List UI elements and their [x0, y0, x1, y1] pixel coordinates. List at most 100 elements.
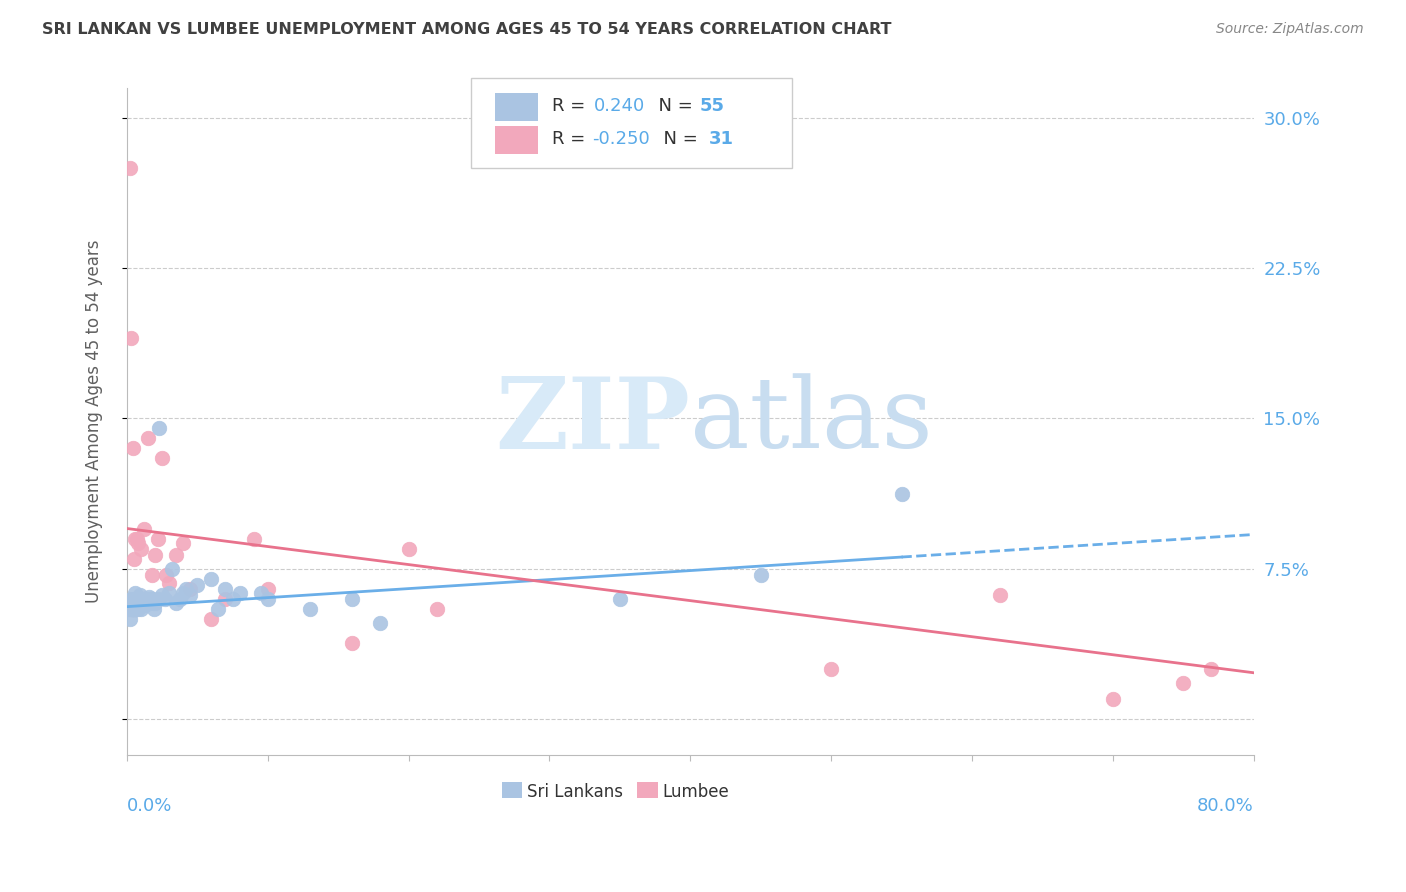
Point — [124, 601, 146, 615]
Point — [129, 596, 152, 610]
Point — [142, 601, 165, 615]
Point — [124, 532, 146, 546]
Point — [122, 601, 145, 615]
Point — [125, 599, 148, 614]
Point — [214, 591, 236, 606]
Point — [169, 591, 191, 606]
Point — [121, 442, 143, 456]
Point — [121, 596, 143, 610]
Point — [256, 582, 278, 596]
Point — [370, 615, 392, 630]
Point — [120, 591, 142, 606]
Point — [1201, 662, 1223, 676]
Text: -0.250: -0.250 — [592, 130, 650, 148]
Point — [157, 575, 180, 590]
Point — [132, 596, 155, 610]
Point — [1173, 675, 1195, 690]
Point — [134, 598, 156, 612]
Point — [127, 601, 149, 615]
Text: 0.240: 0.240 — [593, 96, 645, 115]
Point — [139, 596, 162, 610]
Y-axis label: Unemployment Among Ages 45 to 54 years: Unemployment Among Ages 45 to 54 years — [86, 240, 103, 603]
Point — [249, 585, 271, 599]
Point — [426, 601, 449, 615]
Point — [172, 535, 194, 549]
FancyBboxPatch shape — [495, 127, 538, 154]
Point — [129, 541, 152, 556]
Point — [138, 590, 160, 604]
Point — [136, 591, 159, 606]
Point — [749, 567, 772, 582]
Point — [242, 532, 264, 546]
Point — [174, 582, 197, 596]
Point — [342, 636, 364, 650]
Point — [128, 598, 150, 612]
Point — [143, 596, 166, 610]
FancyBboxPatch shape — [495, 93, 538, 121]
Point — [122, 598, 145, 612]
Point — [122, 551, 145, 566]
Point — [988, 588, 1011, 602]
Point — [141, 567, 163, 582]
Point — [117, 601, 139, 615]
Point — [228, 585, 250, 599]
Point — [186, 577, 208, 591]
Point — [820, 662, 842, 676]
Point — [342, 591, 364, 606]
Point — [179, 582, 201, 596]
Point — [890, 487, 912, 501]
Point — [120, 331, 142, 345]
Point — [200, 612, 222, 626]
Point — [121, 601, 143, 615]
Point — [207, 601, 229, 615]
Text: Sri Lankans: Sri Lankans — [527, 782, 623, 801]
Text: 80.0%: 80.0% — [1197, 797, 1254, 814]
Point — [136, 431, 159, 445]
Point — [124, 585, 146, 599]
Point — [179, 588, 201, 602]
Point — [150, 588, 173, 602]
Point — [155, 567, 177, 582]
Point — [165, 596, 187, 610]
FancyBboxPatch shape — [471, 78, 792, 168]
Point — [134, 591, 156, 606]
Text: N =: N = — [647, 96, 697, 115]
Point — [125, 596, 148, 610]
Point — [214, 582, 236, 596]
Point — [143, 548, 166, 562]
Point — [153, 591, 176, 606]
Point — [141, 591, 163, 606]
Text: R =: R = — [551, 96, 592, 115]
Text: atlas: atlas — [690, 374, 934, 469]
Point — [150, 451, 173, 466]
Point — [146, 532, 169, 546]
Point — [125, 532, 148, 546]
Point — [160, 561, 183, 575]
Point — [118, 612, 141, 626]
Text: SRI LANKAN VS LUMBEE UNEMPLOYMENT AMONG AGES 45 TO 54 YEARS CORRELATION CHART: SRI LANKAN VS LUMBEE UNEMPLOYMENT AMONG … — [42, 22, 891, 37]
Text: R =: R = — [551, 130, 591, 148]
Point — [132, 521, 155, 535]
Text: ZIP: ZIP — [495, 373, 690, 470]
Point — [298, 601, 321, 615]
Text: N =: N = — [652, 130, 707, 148]
Point — [609, 591, 631, 606]
Point — [118, 161, 141, 175]
Point — [129, 601, 152, 615]
Point — [221, 591, 243, 606]
Point — [256, 591, 278, 606]
Point — [127, 591, 149, 606]
Point — [200, 572, 222, 586]
Text: 55: 55 — [700, 96, 725, 115]
Point — [157, 585, 180, 599]
Point — [122, 591, 145, 606]
Point — [165, 548, 187, 562]
Text: Source: ZipAtlas.com: Source: ZipAtlas.com — [1216, 22, 1364, 37]
Text: Lumbee: Lumbee — [662, 782, 728, 801]
Point — [1101, 691, 1123, 706]
Point — [172, 585, 194, 599]
Text: 0.0%: 0.0% — [127, 797, 173, 814]
Text: 31: 31 — [709, 130, 734, 148]
Point — [127, 535, 149, 549]
Point — [131, 591, 153, 606]
